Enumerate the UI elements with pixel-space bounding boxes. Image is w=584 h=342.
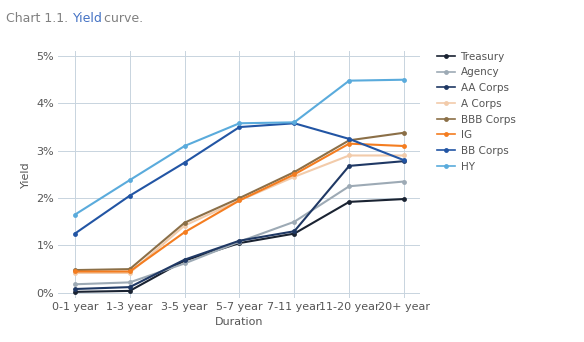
- Text: Chart 1.1.: Chart 1.1.: [6, 12, 72, 25]
- Text: curve.: curve.: [100, 12, 144, 25]
- Y-axis label: Yield: Yield: [21, 161, 31, 188]
- Text: Yield: Yield: [73, 12, 103, 25]
- Legend: Treasury, Agency, AA Corps, A Corps, BBB Corps, IG, BB Corps, HY: Treasury, Agency, AA Corps, A Corps, BBB…: [437, 52, 516, 172]
- X-axis label: Duration: Duration: [215, 317, 264, 327]
